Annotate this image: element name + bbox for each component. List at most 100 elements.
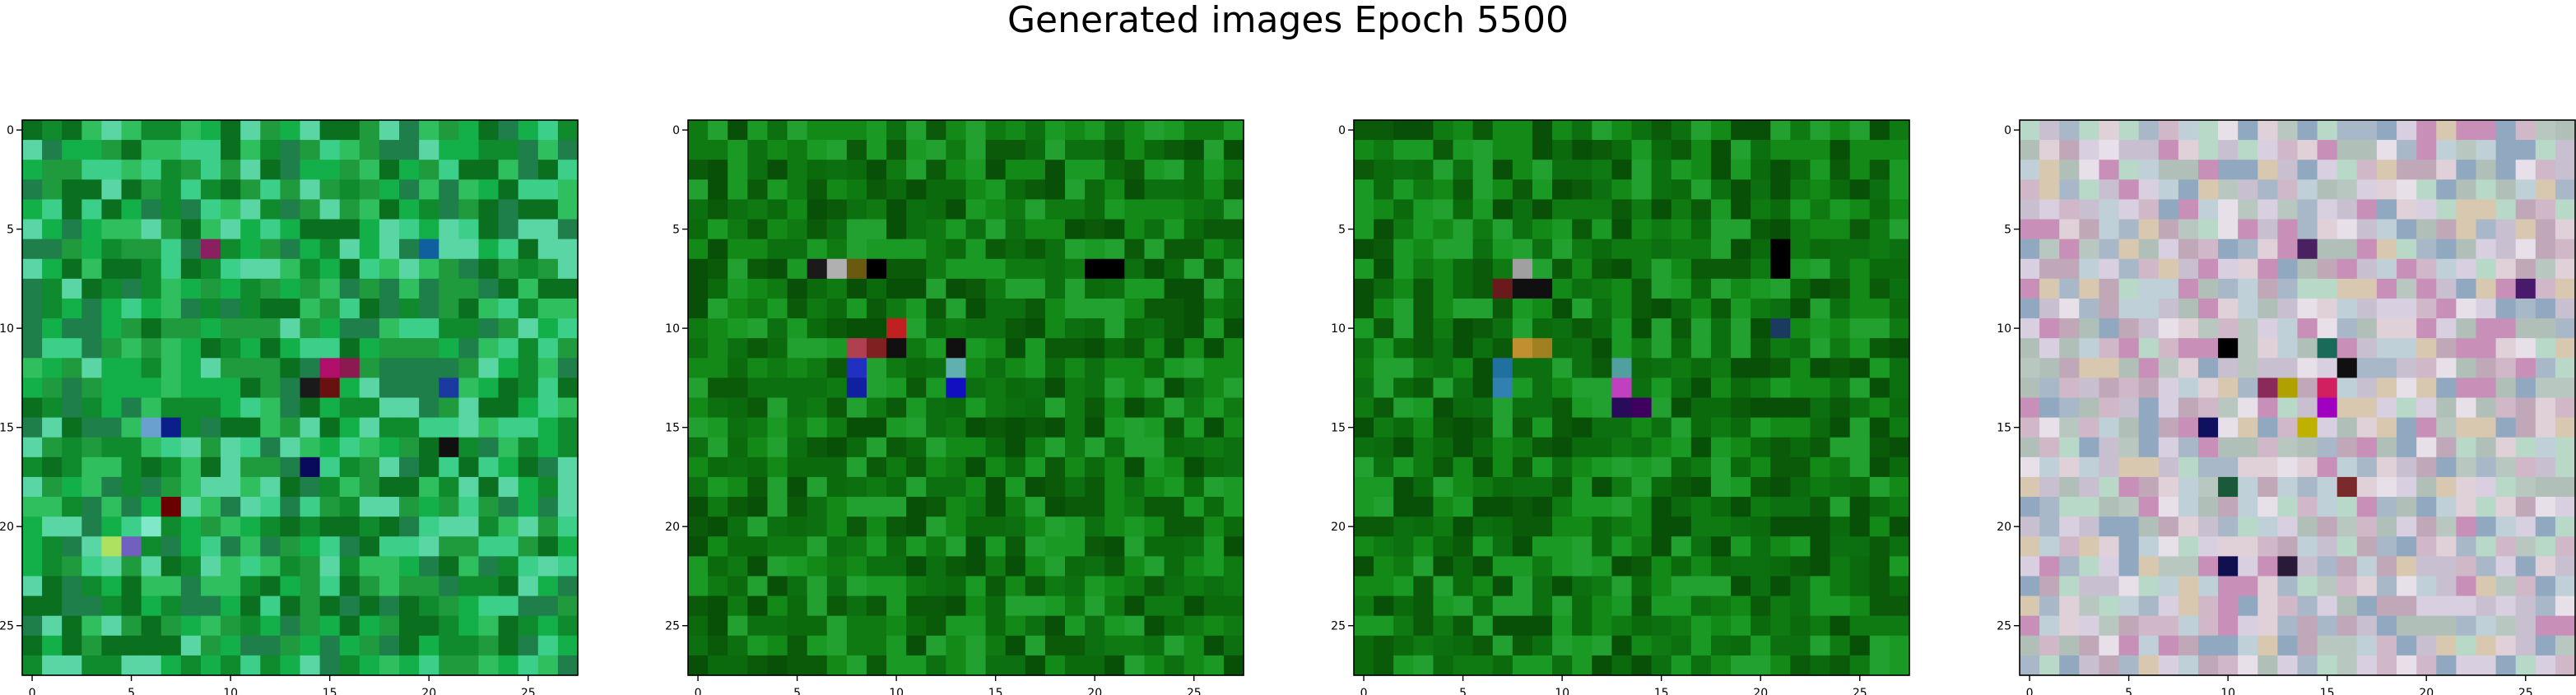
pixel-cell bbox=[1751, 456, 1771, 478]
pixel-cell bbox=[81, 219, 103, 240]
pixel-cell bbox=[1532, 576, 1553, 597]
pixel-cell bbox=[141, 338, 162, 359]
pixel-cell bbox=[1065, 437, 1086, 458]
pixel-cell bbox=[2436, 219, 2457, 240]
pixel-cell bbox=[180, 378, 202, 399]
pixel-cell bbox=[1849, 456, 1871, 478]
pixel-cell bbox=[1731, 318, 1751, 339]
pixel-cell bbox=[2158, 338, 2179, 359]
pixel-cell bbox=[2555, 258, 2576, 280]
pixel-cell bbox=[846, 179, 867, 201]
pixel-cell bbox=[1472, 298, 1494, 319]
pixel-cell bbox=[767, 397, 788, 419]
pixel-cell bbox=[1631, 378, 1653, 399]
pixel-cell bbox=[141, 179, 162, 201]
pixel-cell bbox=[1374, 417, 1394, 438]
pixel-cell bbox=[319, 278, 341, 299]
pixel-cell bbox=[965, 517, 987, 537]
pixel-cell bbox=[1453, 258, 1474, 280]
pixel-cell bbox=[2376, 556, 2397, 577]
pixel-cell bbox=[985, 456, 1007, 478]
y-tick-label: 20 bbox=[665, 521, 680, 534]
y-tick-label: 5 bbox=[1338, 224, 1346, 237]
pixel-cell bbox=[1025, 517, 1046, 537]
pixel-cell bbox=[319, 239, 341, 260]
pixel-cell bbox=[537, 497, 559, 517]
pixel-cell bbox=[1552, 140, 1573, 160]
pixel-cell bbox=[2356, 338, 2378, 359]
pixel-cell bbox=[2456, 476, 2477, 498]
pixel-cell bbox=[1183, 120, 1205, 141]
pixel-cell bbox=[399, 338, 420, 359]
pixel-cell bbox=[101, 239, 123, 260]
pixel-cell bbox=[1751, 199, 1771, 220]
pixel-cell bbox=[1044, 536, 1066, 557]
pixel-cell bbox=[22, 358, 43, 378]
pixel-cell bbox=[2197, 556, 2219, 577]
pixel-cell bbox=[1005, 595, 1026, 617]
pixel-cell bbox=[1124, 576, 1146, 597]
pixel-cell bbox=[1223, 417, 1244, 438]
pixel-cell bbox=[747, 615, 769, 637]
pixel-cell bbox=[1472, 120, 1494, 141]
pixel-cell bbox=[728, 536, 748, 557]
pixel-cell bbox=[2456, 298, 2477, 319]
pixel-cell bbox=[2535, 160, 2556, 180]
pixel-cell bbox=[1453, 497, 1474, 517]
pixel-cell bbox=[1124, 298, 1146, 319]
pixel-cell bbox=[846, 456, 867, 478]
pixel-cell bbox=[1770, 199, 1791, 220]
pixel-cell bbox=[2059, 278, 2080, 299]
pixel-cell bbox=[180, 258, 202, 280]
pixel-cell bbox=[2238, 338, 2258, 359]
pixel-cell bbox=[2059, 497, 2080, 517]
pixel-cell bbox=[1810, 576, 1831, 597]
pixel-cell bbox=[498, 160, 519, 180]
pixel-cell bbox=[1005, 160, 1026, 180]
pixel-cell bbox=[728, 318, 748, 339]
pixel-cell bbox=[2515, 576, 2536, 597]
pixel-cell bbox=[2238, 417, 2258, 438]
pixel-cell bbox=[141, 615, 162, 637]
pixel-cell bbox=[1203, 219, 1225, 240]
pixel-cell bbox=[1512, 397, 1533, 419]
pixel-cell bbox=[2555, 338, 2576, 359]
pixel-cell bbox=[101, 278, 123, 299]
pixel-cell bbox=[2079, 456, 2100, 478]
pixel-cell bbox=[1354, 476, 1374, 498]
pixel-cell bbox=[1731, 219, 1751, 240]
pixel-cell bbox=[1104, 160, 1125, 180]
axes-frame bbox=[687, 119, 1244, 676]
pixel-cell bbox=[2039, 595, 2060, 617]
pixel-cell bbox=[1354, 517, 1374, 537]
pixel-cell bbox=[339, 576, 360, 597]
pixel-cell bbox=[1869, 219, 1890, 240]
pixel-cell bbox=[846, 615, 867, 637]
pixel-cell bbox=[1104, 615, 1125, 637]
pixel-cell bbox=[22, 556, 43, 577]
pixel-cell bbox=[557, 358, 579, 378]
pixel-cell bbox=[866, 456, 887, 478]
pixel-cell bbox=[1611, 456, 1633, 478]
pixel-cell bbox=[1203, 378, 1225, 399]
pixel-cell bbox=[1731, 278, 1751, 299]
pixel-cell bbox=[708, 160, 728, 180]
pixel-cell bbox=[2337, 615, 2358, 637]
pixel-cell bbox=[1751, 437, 1771, 458]
pixel-cell bbox=[2079, 595, 2100, 617]
pixel-cell bbox=[708, 179, 728, 201]
pixel-cell bbox=[2197, 417, 2219, 438]
pixel-cell bbox=[1492, 397, 1514, 419]
pixel-cell bbox=[1354, 318, 1374, 339]
pixel-cell bbox=[1065, 517, 1086, 537]
pixel-cell bbox=[22, 120, 43, 141]
pixel-cell bbox=[1044, 517, 1066, 537]
pixel-cell bbox=[359, 497, 380, 517]
pixel-cell bbox=[557, 456, 579, 478]
pixel-cell bbox=[1631, 160, 1653, 180]
pixel-cell bbox=[866, 378, 887, 399]
pixel-cell bbox=[2138, 278, 2160, 299]
pixel-cell bbox=[2218, 476, 2239, 498]
pixel-cell bbox=[1085, 179, 1105, 201]
